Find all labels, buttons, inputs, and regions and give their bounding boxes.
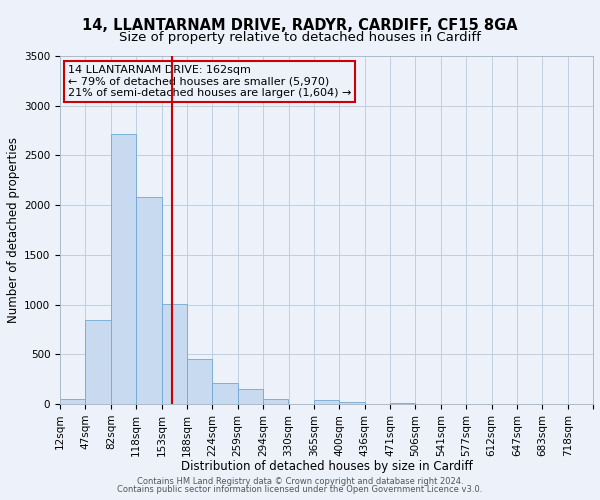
X-axis label: Distribution of detached houses by size in Cardiff: Distribution of detached houses by size … [181, 460, 472, 473]
Text: Contains HM Land Registry data © Crown copyright and database right 2024.: Contains HM Land Registry data © Crown c… [137, 477, 463, 486]
Y-axis label: Number of detached properties: Number of detached properties [7, 137, 20, 323]
Bar [390, 402, 415, 404]
Bar [238, 389, 263, 404]
Bar [161, 304, 187, 404]
Text: Contains public sector information licensed under the Open Government Licence v3: Contains public sector information licen… [118, 485, 482, 494]
Bar [212, 383, 238, 404]
Text: 14 LLANTARNAM DRIVE: 162sqm
← 79% of detached houses are smaller (5,970)
21% of : 14 LLANTARNAM DRIVE: 162sqm ← 79% of det… [68, 64, 352, 98]
Bar [136, 197, 161, 404]
Bar [60, 398, 85, 404]
Bar [111, 134, 136, 404]
Bar [314, 400, 339, 404]
Bar [85, 320, 111, 404]
Text: 14, LLANTARNAM DRIVE, RADYR, CARDIFF, CF15 8GA: 14, LLANTARNAM DRIVE, RADYR, CARDIFF, CF… [82, 18, 518, 32]
Bar [187, 359, 212, 404]
Text: Size of property relative to detached houses in Cardiff: Size of property relative to detached ho… [119, 31, 481, 44]
Bar [339, 402, 365, 404]
Bar [263, 398, 289, 404]
